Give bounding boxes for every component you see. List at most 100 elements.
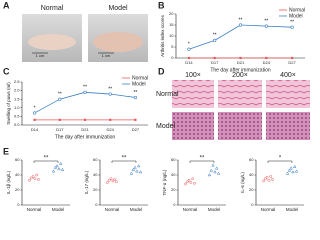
point	[108, 92, 112, 96]
histology-image	[218, 112, 262, 140]
point	[269, 175, 273, 178]
y-tick-label: 60	[171, 157, 176, 162]
point	[37, 178, 40, 181]
point	[29, 176, 33, 180]
point	[193, 181, 196, 185]
point	[133, 165, 137, 169]
point	[211, 163, 215, 167]
y-tick-label: 20	[249, 187, 254, 192]
point	[262, 179, 265, 183]
x-tick-label: D21	[81, 127, 89, 132]
x-tick-label: D24	[263, 60, 271, 65]
y-tick-label: 20	[171, 187, 176, 192]
significance: *	[34, 105, 36, 111]
x-tick-label: D14	[31, 127, 39, 132]
x-axis-label: The day after immunization	[210, 67, 271, 73]
point	[187, 47, 191, 51]
significance: **	[290, 20, 294, 26]
significance-bracket	[189, 160, 215, 163]
significance-bracket	[267, 160, 293, 163]
x-tick-label: D24	[107, 127, 115, 132]
y-tick-label: 1.0	[14, 105, 20, 110]
point	[213, 170, 217, 174]
paw	[28, 34, 76, 50]
row-label: Normal	[156, 91, 179, 98]
y-tick-label: 10	[169, 33, 174, 38]
point	[209, 168, 214, 172]
legend-label: Model	[289, 13, 303, 19]
point	[291, 56, 294, 60]
point	[191, 177, 195, 181]
point	[214, 166, 219, 170]
point	[187, 178, 191, 182]
point	[213, 56, 216, 60]
y-axis-label: IL-1β (ng/L)	[6, 170, 11, 194]
point	[133, 95, 137, 100]
series-line	[34, 91, 136, 114]
point	[111, 179, 115, 183]
x-tick-label: Normal	[183, 207, 198, 212]
scale-label: 1 cm	[36, 53, 45, 58]
point	[109, 177, 113, 181]
point	[189, 181, 193, 184]
histology-image	[266, 112, 310, 140]
point	[129, 171, 134, 175]
point	[31, 175, 35, 178]
point	[185, 180, 189, 184]
y-tick-label: 20	[169, 11, 174, 16]
point	[265, 175, 269, 179]
histology-image	[172, 80, 214, 108]
significance: **	[122, 156, 127, 162]
point	[216, 171, 221, 175]
significance: **	[200, 156, 205, 162]
y-tick-label: 0	[95, 202, 98, 207]
x-tick-label: Normal	[261, 207, 276, 212]
x-tick-label: D17	[56, 127, 64, 132]
point	[291, 170, 295, 174]
point	[83, 90, 87, 94]
point	[28, 178, 31, 182]
x-tick-label: D17	[211, 60, 219, 65]
y-tick-label: 5	[171, 44, 174, 49]
point	[58, 97, 62, 101]
point	[263, 177, 267, 181]
point	[57, 167, 61, 171]
significance: **	[108, 86, 112, 92]
x-tick-label: D21	[237, 60, 245, 65]
point	[290, 25, 294, 29]
significance: **	[44, 156, 49, 162]
point	[136, 164, 141, 168]
x-tick-label: Model	[52, 207, 64, 212]
point	[53, 165, 58, 169]
panel-label: A	[3, 0, 10, 10]
y-axis-label: TNF-α (ng/L)	[162, 169, 167, 195]
point	[294, 169, 299, 173]
photo-panel	[22, 14, 148, 62]
x-tick-label: Model	[130, 207, 142, 212]
scale-label: 1 cm	[102, 53, 111, 58]
point	[285, 171, 290, 175]
x-tick-label: D14	[185, 60, 193, 65]
point	[271, 178, 274, 181]
x-tick-label: Normal	[105, 207, 120, 212]
y-tick-label: 60	[15, 157, 20, 162]
significance: **	[58, 92, 62, 98]
photo-label: Normal	[41, 5, 64, 12]
y-axis-label: IL-6 (ng/L)	[240, 172, 245, 193]
paw	[93, 32, 143, 52]
figure: A B C D E Normal 1 cm Model 1 cm 100× 200× 400× Norm…	[3, 0, 310, 212]
y-tick-label: 40	[15, 172, 20, 177]
panel-label: B	[158, 0, 165, 10]
row-label: Model	[156, 123, 176, 130]
point	[109, 118, 112, 121]
x-tick-label: Model	[208, 207, 220, 212]
point	[33, 177, 37, 181]
point	[207, 173, 212, 177]
point	[135, 169, 139, 173]
point	[264, 24, 268, 28]
point	[33, 118, 36, 121]
y-tick-label: 0.0	[14, 122, 20, 127]
point	[60, 167, 65, 171]
y-tick-label: 60	[93, 157, 98, 162]
y-tick-label: 0	[251, 202, 254, 207]
